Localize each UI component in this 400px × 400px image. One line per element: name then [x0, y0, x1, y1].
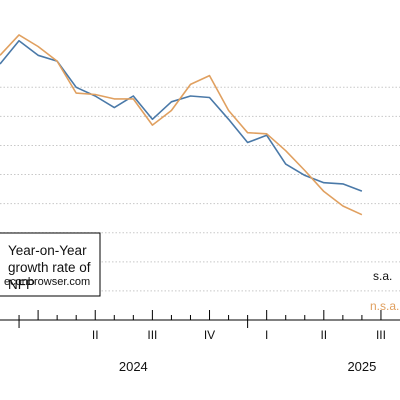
- series-line-sa: [0, 39, 363, 192]
- series-label-nsa: n.s.a.: [370, 299, 399, 313]
- annotation-line-2: growth rate of: [8, 260, 91, 275]
- quarter-tick-label: II: [320, 328, 327, 342]
- annotation-box: Year-on-Year growth rate of NFP: [0, 232, 101, 297]
- annotation-line-3: NFP: [8, 277, 35, 292]
- series-label-sa: s.a.: [373, 269, 392, 283]
- quarter-tick-label: IV: [204, 328, 215, 342]
- source-credit: econbrowser.com: [4, 276, 90, 288]
- year-label: 2025: [347, 359, 376, 374]
- quarter-tick-label: II: [92, 328, 99, 342]
- quarter-tick-label: I: [265, 328, 268, 342]
- year-label: 2024: [119, 359, 148, 374]
- quarter-tick-label: III: [147, 328, 157, 342]
- quarter-tick-label: III: [376, 328, 386, 342]
- series-lines: [0, 34, 363, 216]
- annotation-line-1: Year-on-Year: [8, 243, 87, 258]
- series-line-nsa: [0, 34, 363, 216]
